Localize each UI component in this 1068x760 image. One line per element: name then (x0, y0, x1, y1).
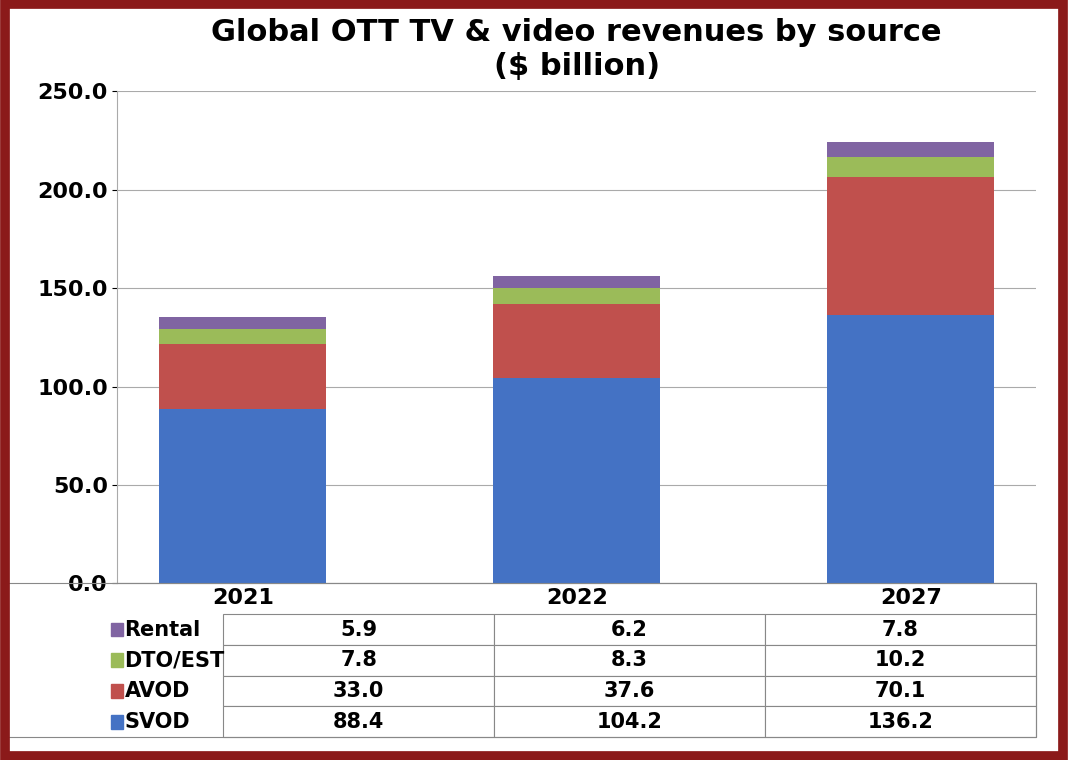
Text: AVOD: AVOD (125, 681, 190, 701)
Text: DTO/EST: DTO/EST (125, 651, 225, 670)
Bar (828, 177, 994, 315)
Bar (159, 344, 326, 410)
Title: Global OTT TV & video revenues by source
($ billion): Global OTT TV & video revenues by source… (211, 18, 942, 81)
Bar (493, 378, 660, 584)
Text: SVOD: SVOD (125, 712, 190, 732)
Bar (493, 304, 660, 378)
Bar (159, 410, 326, 584)
Text: Rental: Rental (125, 619, 201, 639)
Bar (828, 157, 994, 177)
Bar (493, 288, 660, 304)
Bar (159, 318, 326, 329)
Bar (493, 276, 660, 288)
Bar (828, 142, 994, 157)
Bar (159, 329, 326, 344)
Bar (828, 315, 994, 584)
